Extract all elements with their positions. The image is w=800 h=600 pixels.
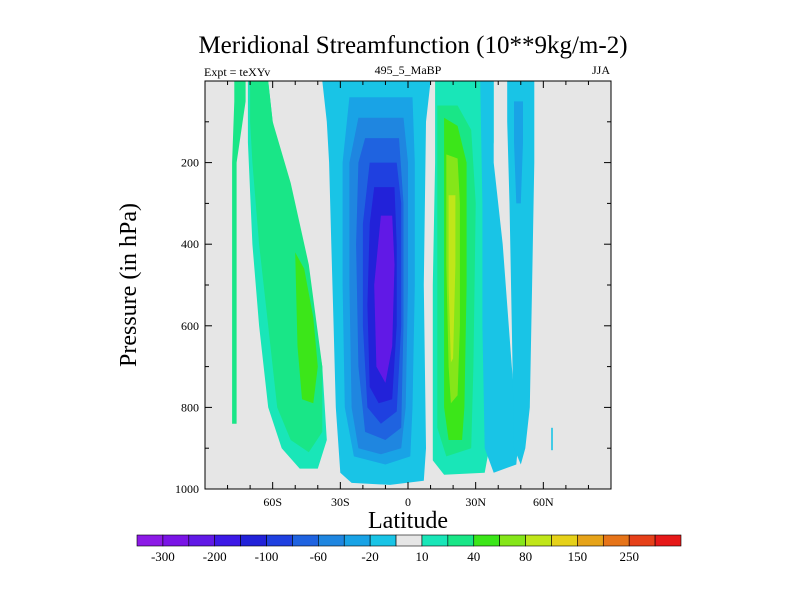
colorbar-swatch [602,534,630,547]
colorbar-swatch [654,534,682,547]
colorbar-swatch [162,534,190,547]
colorbar-swatch [447,534,475,547]
x-tick-label: 60S [263,495,282,509]
y-tick-label: 600 [181,319,199,333]
colorbar-swatch [240,534,267,547]
contour-region-11 [374,215,395,383]
contour-region-18 [507,81,535,465]
colorbar-swatch [551,534,578,547]
colorbar-swatch [188,534,216,547]
right-string: JJA [592,63,610,77]
colorbar-swatch [577,534,604,547]
y-tick-label: 1000 [175,482,199,496]
y-tick-label: 400 [181,237,199,251]
colorbar-label: 40 [467,549,480,564]
colorbar-swatch [214,534,241,547]
contour-region-1 [232,81,246,424]
colorbar-label: -300 [151,549,175,564]
colorbar-swatch [318,534,345,547]
x-tick-label: 60N [533,495,554,509]
colorbar-swatch [369,534,397,547]
colorbar-label: 10 [416,549,429,564]
colorbar-swatch [473,534,500,547]
colorbar-swatch [136,534,164,547]
contour-region-17 [480,81,519,473]
colorbar-swatch [628,534,656,547]
colorbar-label: 250 [619,549,639,564]
center-string: 495_5_MaBP [375,63,442,77]
x-tick-label: 0 [405,495,411,509]
y-axis-label: Pressure (in hPa) [116,203,142,367]
contour-region-4 [295,252,318,404]
chart-title: Meridional Streamfunction (10**9kg/m-2) [198,32,627,59]
contour-region-20 [551,427,553,451]
colorbar-label: -60 [310,549,327,564]
colorbar-label: 150 [568,549,588,564]
colorbar-swatch [266,534,293,547]
y-axis: 200 400 600 800 1000 [175,121,611,496]
contour-region-16 [448,195,456,363]
contour-fills [232,81,553,485]
colorbar-swatch [343,534,371,547]
left-string: Expt = teXYv [204,65,270,79]
colorbar-label: -200 [203,549,227,564]
colorbar-label: -100 [255,549,279,564]
contour-region-19 [514,101,523,204]
x-axis-label: Latitude [368,508,448,534]
y-tick-label: 200 [181,156,199,170]
colorbar-swatch [499,534,526,547]
y-tick-label: 800 [181,400,199,414]
x-tick-label: 30N [465,495,486,509]
colorbar-swatch [395,534,423,547]
colorbar-swatch [292,534,319,547]
x-tick-label: 30S [331,495,350,509]
colorbar-swatch [421,534,449,547]
colorbar-swatch [525,534,552,547]
colorbar: -300 -200 -100 -60 -20 10 40 80 150 250 [136,534,682,564]
colorbar-label: 80 [519,549,532,564]
x-axis: 60S 30S 0 30N 60N [227,81,589,509]
colorbar-label: -20 [361,549,378,564]
